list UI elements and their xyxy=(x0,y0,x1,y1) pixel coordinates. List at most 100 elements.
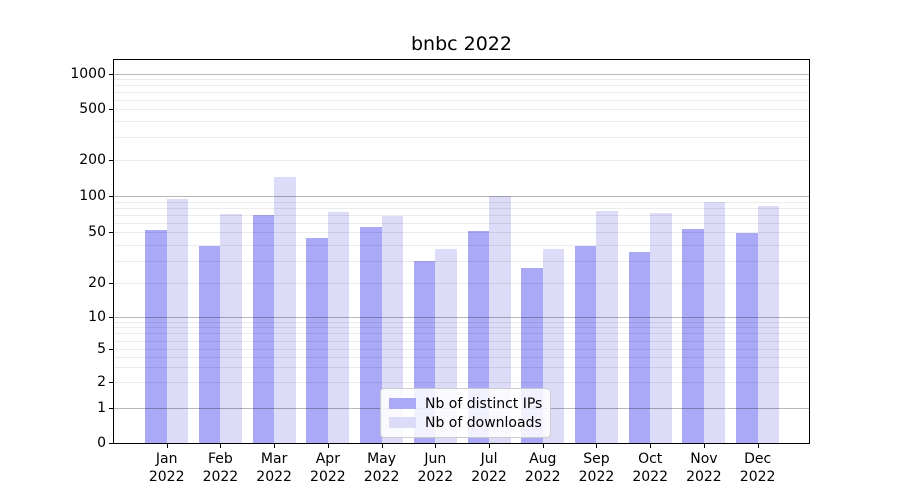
legend-item-downloads: Nb of downloads xyxy=(389,413,542,432)
x-tick-mark xyxy=(327,443,329,448)
gridline-minor xyxy=(114,244,809,246)
bar-downloads-jul xyxy=(489,196,511,443)
gridline-minor xyxy=(114,340,809,342)
y-tick-mark xyxy=(109,160,114,161)
x-tick-mark xyxy=(650,443,652,448)
gridline-minor xyxy=(114,108,809,110)
bar-downloads-sep xyxy=(596,211,618,443)
x-tick-mark xyxy=(220,443,222,448)
gridline-minor xyxy=(114,201,809,203)
y-tick-label: 5 xyxy=(97,341,106,357)
gridline-minor xyxy=(114,260,809,262)
y-tick-mark xyxy=(109,407,114,409)
bar-downloads-apr xyxy=(327,212,350,443)
gridline-minor xyxy=(114,327,809,329)
bar-downloads-feb xyxy=(220,213,242,443)
bar-ips-sep xyxy=(574,246,597,443)
bar-ips-dec xyxy=(736,233,758,443)
plot-area xyxy=(109,59,810,448)
x-tick-label: Jun 2022 xyxy=(417,451,454,485)
y-tick-mark xyxy=(109,316,114,318)
gridline-minor xyxy=(114,85,809,87)
bar-downloads-may xyxy=(381,216,404,443)
gridline-major xyxy=(114,316,809,318)
y-tick-mark xyxy=(109,282,114,284)
y-tick-mark xyxy=(109,443,114,444)
y-tick-label: 100 xyxy=(79,188,106,204)
chart-title: bnbc 2022 xyxy=(410,33,512,55)
bar-ips-feb xyxy=(198,246,221,443)
x-tick-label: May 2022 xyxy=(363,451,400,485)
y-tick-label: 500 xyxy=(79,100,106,117)
x-tick-label: Feb 2022 xyxy=(202,451,239,485)
gridline-minor xyxy=(114,381,809,383)
legend-label-downloads: Nb of downloads xyxy=(425,414,542,431)
x-tick-label: Jan 2022 xyxy=(148,451,185,485)
y-tick-mark xyxy=(109,74,114,76)
y-tick-label: 200 xyxy=(79,152,106,168)
gridline-minor xyxy=(114,92,809,93)
x-tick-label: Apr 2022 xyxy=(310,451,346,485)
gridline-minor xyxy=(114,333,809,335)
gridline-minor xyxy=(114,321,809,323)
x-tick-mark xyxy=(757,443,759,448)
gridline-major xyxy=(114,196,809,197)
gridline-major xyxy=(114,74,809,76)
legend: Nb of distinct IPs Nb of downloads xyxy=(380,388,552,438)
x-tick-label: Dec 2022 xyxy=(739,451,776,485)
bar-ips-may xyxy=(360,227,382,443)
gridline-minor xyxy=(114,282,809,284)
y-tick-label: 1000 xyxy=(70,66,106,83)
x-tick-mark xyxy=(703,443,705,448)
y-tick-label: 50 xyxy=(88,224,106,241)
x-tick-label: Nov 2022 xyxy=(686,451,722,485)
gridline-minor xyxy=(114,367,809,369)
bar-ips-apr xyxy=(306,238,328,443)
bar-ips-nov xyxy=(682,229,704,443)
gridline-minor xyxy=(114,232,809,234)
legend-item-distinct-ips: Nb of distinct IPs xyxy=(389,394,542,413)
bar-ips-oct xyxy=(628,252,651,443)
x-tick-label: Aug 2022 xyxy=(524,451,561,485)
x-tick-mark xyxy=(166,443,168,448)
bar-ips-jan xyxy=(145,230,167,443)
y-tick-mark xyxy=(109,196,114,197)
gridline-minor xyxy=(114,121,809,123)
y-tick-label: 0 xyxy=(97,435,106,451)
gridline-minor xyxy=(114,79,809,81)
x-tick-label: Oct 2022 xyxy=(632,451,668,485)
y-tick-mark xyxy=(109,381,114,383)
gridline-minor xyxy=(114,160,809,161)
x-tick-mark xyxy=(381,443,383,448)
y-tick-label: 2 xyxy=(97,373,106,390)
bar-downloads-nov xyxy=(703,201,726,443)
bar-ips-mar xyxy=(252,214,275,443)
y-tick-mark xyxy=(109,232,114,234)
gridline-minor xyxy=(114,357,809,359)
gridline-minor xyxy=(114,214,809,216)
x-tick-label: Jul 2022 xyxy=(471,451,507,485)
x-tick-mark xyxy=(596,443,598,448)
gridline-minor xyxy=(114,207,809,209)
y-tick-mark xyxy=(109,349,114,350)
x-tick-mark xyxy=(542,443,544,448)
x-tick-mark xyxy=(274,443,276,448)
bar-downloads-jan xyxy=(166,199,189,443)
x-tick-label: Sep 2022 xyxy=(578,451,615,485)
legend-swatch-distinct-ips xyxy=(389,398,416,409)
legend-label-distinct-ips: Nb of distinct IPs xyxy=(425,395,543,412)
x-tick-mark xyxy=(489,443,491,448)
y-tick-label: 1 xyxy=(97,399,106,416)
y-tick-label: 20 xyxy=(88,274,106,291)
x-tick-mark xyxy=(435,443,437,448)
bar-downloads-mar xyxy=(274,176,296,443)
bar-downloads-dec xyxy=(757,206,780,443)
gridline-minor xyxy=(114,99,809,101)
gridline-minor xyxy=(114,137,809,139)
gridline-minor xyxy=(114,349,809,350)
legend-swatch-downloads xyxy=(389,417,416,428)
y-tick-label: 10 xyxy=(88,308,106,325)
x-tick-label: Mar 2022 xyxy=(256,451,292,485)
y-tick-mark xyxy=(109,108,114,110)
